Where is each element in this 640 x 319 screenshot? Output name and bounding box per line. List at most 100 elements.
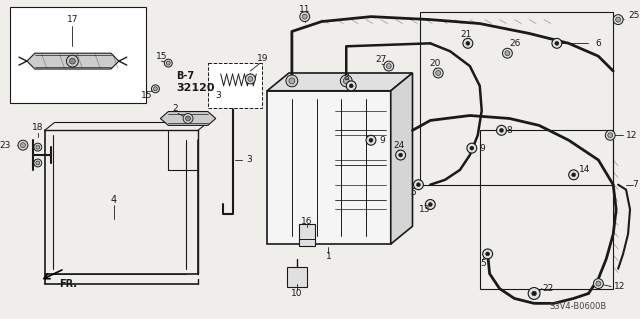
Circle shape — [470, 146, 474, 150]
Text: B-7: B-7 — [176, 71, 195, 81]
Text: 9: 9 — [379, 136, 385, 145]
Circle shape — [417, 183, 420, 187]
Circle shape — [466, 41, 470, 45]
Circle shape — [152, 85, 159, 93]
Polygon shape — [267, 73, 413, 91]
Text: 15: 15 — [141, 91, 152, 100]
Circle shape — [569, 170, 579, 180]
Circle shape — [572, 173, 575, 177]
Circle shape — [346, 81, 356, 91]
Text: 24: 24 — [393, 141, 404, 150]
Circle shape — [384, 61, 394, 71]
Text: 12: 12 — [626, 131, 637, 140]
Circle shape — [528, 287, 540, 300]
Circle shape — [245, 74, 255, 84]
Text: 6: 6 — [595, 39, 601, 48]
Text: 4: 4 — [111, 195, 117, 204]
Text: 15: 15 — [156, 52, 167, 61]
Circle shape — [463, 38, 473, 48]
Text: 1: 1 — [326, 252, 332, 261]
Circle shape — [166, 61, 170, 65]
Circle shape — [426, 200, 435, 210]
Circle shape — [183, 114, 193, 123]
Circle shape — [396, 150, 406, 160]
Text: 11: 11 — [299, 5, 310, 14]
Text: 32120: 32120 — [176, 83, 214, 93]
Bar — [299, 224, 315, 246]
Circle shape — [154, 87, 157, 91]
Text: 2: 2 — [172, 104, 178, 113]
Bar — [287, 267, 307, 286]
Text: 12: 12 — [614, 282, 625, 291]
Text: FR.: FR. — [60, 278, 77, 289]
Text: 27: 27 — [375, 55, 387, 64]
Text: S3V4-B0600B: S3V4-B0600B — [550, 302, 607, 311]
Text: 20: 20 — [429, 59, 441, 68]
Circle shape — [300, 12, 310, 22]
Polygon shape — [267, 91, 391, 244]
Text: 5: 5 — [480, 259, 486, 268]
Polygon shape — [27, 53, 119, 69]
Circle shape — [343, 78, 349, 84]
Circle shape — [340, 75, 352, 87]
Text: 18: 18 — [32, 123, 44, 132]
Circle shape — [387, 63, 391, 69]
Text: 9: 9 — [480, 144, 486, 152]
Circle shape — [596, 281, 601, 286]
Circle shape — [349, 84, 353, 88]
Text: 10: 10 — [291, 289, 303, 298]
Circle shape — [613, 15, 623, 25]
Circle shape — [36, 145, 40, 149]
Circle shape — [593, 278, 604, 288]
Circle shape — [608, 133, 612, 138]
Circle shape — [467, 143, 477, 153]
Circle shape — [67, 55, 78, 67]
Circle shape — [289, 78, 295, 84]
Bar — [480, 130, 613, 288]
Circle shape — [366, 135, 376, 145]
Circle shape — [505, 51, 510, 56]
Circle shape — [413, 180, 424, 190]
Text: 26: 26 — [509, 39, 521, 48]
Circle shape — [20, 143, 26, 148]
Circle shape — [486, 252, 490, 256]
Circle shape — [497, 125, 506, 135]
Polygon shape — [391, 73, 413, 244]
Text: 7: 7 — [632, 180, 637, 189]
Text: 22: 22 — [542, 284, 553, 293]
Circle shape — [369, 138, 373, 142]
Circle shape — [248, 77, 253, 81]
Text: 14: 14 — [579, 165, 590, 174]
Circle shape — [34, 143, 42, 151]
Circle shape — [502, 48, 513, 58]
Circle shape — [555, 41, 559, 45]
Text: 8: 8 — [344, 73, 349, 82]
Polygon shape — [161, 112, 216, 125]
Circle shape — [616, 17, 621, 22]
Circle shape — [34, 159, 42, 167]
Circle shape — [18, 140, 28, 150]
Circle shape — [499, 128, 504, 132]
Circle shape — [69, 58, 76, 64]
Text: 3: 3 — [246, 155, 252, 165]
Circle shape — [552, 38, 562, 48]
Bar — [10, 7, 145, 103]
Text: 3: 3 — [215, 91, 221, 100]
Text: 25: 25 — [628, 11, 639, 20]
Circle shape — [302, 14, 307, 19]
Bar — [420, 12, 613, 185]
Text: 8: 8 — [506, 126, 512, 135]
Circle shape — [186, 116, 191, 121]
Bar — [208, 63, 262, 108]
Text: 21: 21 — [460, 30, 472, 39]
Circle shape — [428, 203, 432, 206]
Circle shape — [433, 68, 443, 78]
Text: 16: 16 — [301, 217, 312, 226]
Circle shape — [399, 153, 403, 157]
Text: 13: 13 — [419, 205, 430, 214]
Text: 17: 17 — [67, 15, 78, 24]
Circle shape — [532, 291, 536, 296]
Circle shape — [286, 75, 298, 87]
Circle shape — [164, 59, 172, 67]
Circle shape — [483, 249, 493, 259]
